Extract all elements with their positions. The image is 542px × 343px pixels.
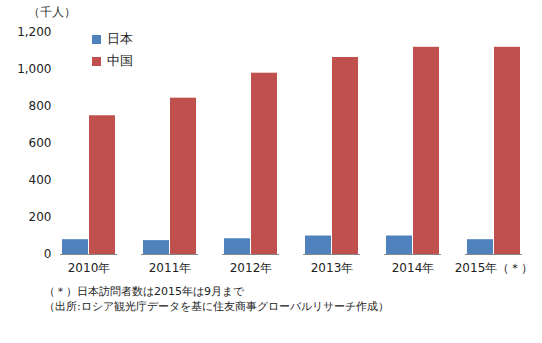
svg-text:2015年（＊）: 2015年（＊） [455, 261, 534, 275]
html-text:（出所:ロシア観光庁データを基に住友商事グローバルリサーチ作: （出所:ロシア観光庁データを基に住友商事グローバルリサーチ作成） [44, 300, 389, 313]
svg-text:2010年: 2010年 [68, 261, 111, 275]
html-text:日本: 日本 [107, 31, 133, 46]
svg-text:2014年: 2014年 [392, 261, 435, 275]
svg-text:2012年: 2012年 [230, 261, 273, 275]
html-text:（千人）: （千人） [28, 5, 76, 19]
svg-text:800: 800 [29, 99, 52, 113]
svg-text:1,000: 1,000 [17, 62, 51, 76]
svg-text:1,200: 1,200 [17, 25, 51, 39]
svg-text:400: 400 [29, 173, 52, 187]
svg-text:2011年: 2011年 [149, 261, 192, 275]
html-text:（＊）日本訪問者数は2015年は9月まで: （＊）日本訪問者数は2015年は9月まで [44, 285, 244, 298]
html-text:中国: 中国 [107, 53, 133, 68]
svg-text:2013年: 2013年 [311, 261, 354, 275]
svg-text:0: 0 [44, 247, 52, 261]
svg-text:200: 200 [29, 210, 52, 224]
svg-text:600: 600 [29, 136, 52, 150]
